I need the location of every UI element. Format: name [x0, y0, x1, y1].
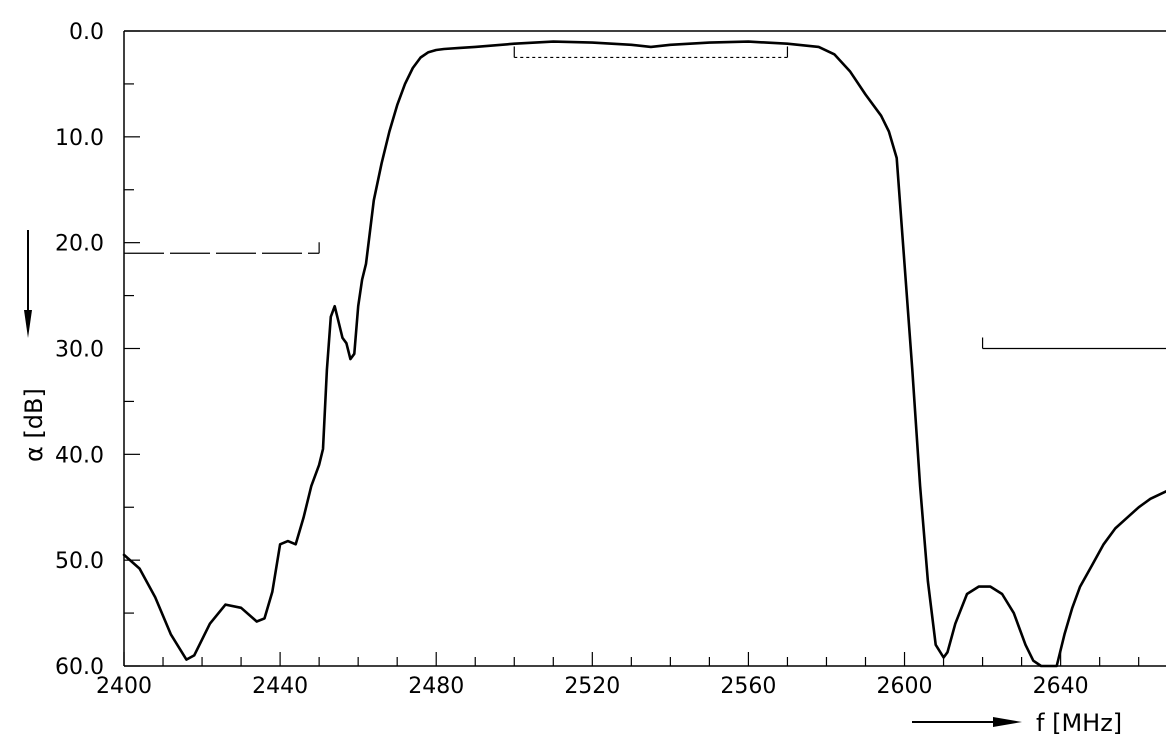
series-line-1 — [122, 40, 1166, 668]
spec-line-3 — [981, 337, 1166, 350]
spec-line-1 — [124, 242, 320, 254]
y-tick-label: 0.0 — [69, 20, 104, 45]
x-tick-label: 2440 — [252, 674, 308, 699]
x-tick-label: 2600 — [877, 674, 933, 699]
x-tick-label: 2560 — [720, 674, 776, 699]
y-tick-label: 50.0 — [55, 549, 104, 574]
y-tick-label: 30.0 — [55, 338, 104, 363]
x-tick-label: 2400 — [96, 674, 152, 699]
y-axis-arrow-head — [24, 310, 32, 338]
x-tick-label: 2640 — [1033, 674, 1089, 699]
y-axis-title-group: α [dB] — [20, 230, 48, 462]
y-axis-title: α [dB] — [20, 388, 48, 462]
y-tick-label: 10.0 — [55, 126, 104, 151]
x-axis-title-group: f [MHz] — [912, 709, 1122, 737]
x-axis-arrow-head — [993, 717, 1022, 727]
series-group — [122, 40, 1166, 668]
y-tick-label: 60.0 — [55, 655, 104, 680]
x-tick-label: 2520 — [564, 674, 620, 699]
y-tick-label: 40.0 — [55, 443, 104, 468]
x-axis-title: f [MHz] — [1036, 709, 1122, 737]
spec-line-2 — [513, 46, 789, 59]
spec-limit-lines — [124, 46, 1166, 350]
y-tick-label: 20.0 — [55, 232, 104, 257]
x-tick-label: 2480 — [408, 674, 464, 699]
